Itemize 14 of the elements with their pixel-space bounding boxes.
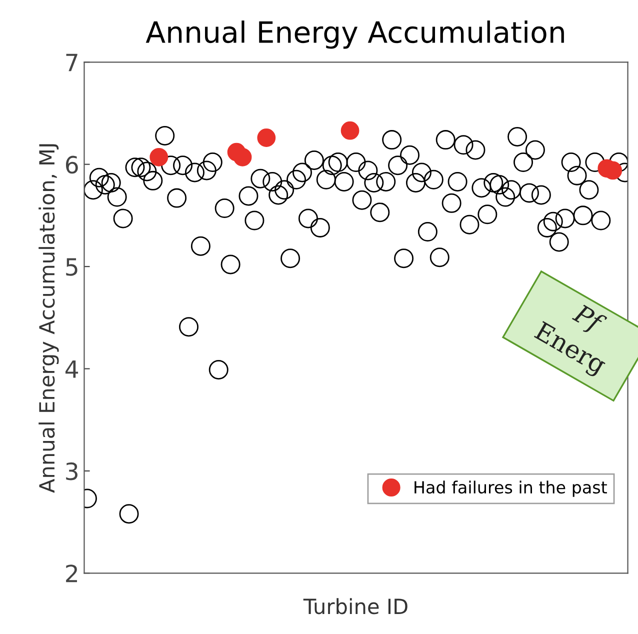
point <box>257 128 276 147</box>
point <box>340 121 360 140</box>
point <box>150 148 168 166</box>
x-axis-title: Turbine ID <box>303 598 408 614</box>
legend-label: Had failures in the past <box>414 480 607 497</box>
y-tick-label: 4 <box>65 360 78 378</box>
y-tick-label: 7 <box>66 54 78 72</box>
y-axis-title: Annual Energy Accumulateion, MJ <box>38 144 59 493</box>
y-tick-label: 2 <box>66 564 77 582</box>
y-tick-label: 6 <box>66 156 78 174</box>
y-tick-label: 5 <box>66 258 78 276</box>
chart-title: Annual Energy Accumulation <box>146 20 564 49</box>
point <box>233 148 252 166</box>
y-tick-label: 3 <box>66 462 78 480</box>
